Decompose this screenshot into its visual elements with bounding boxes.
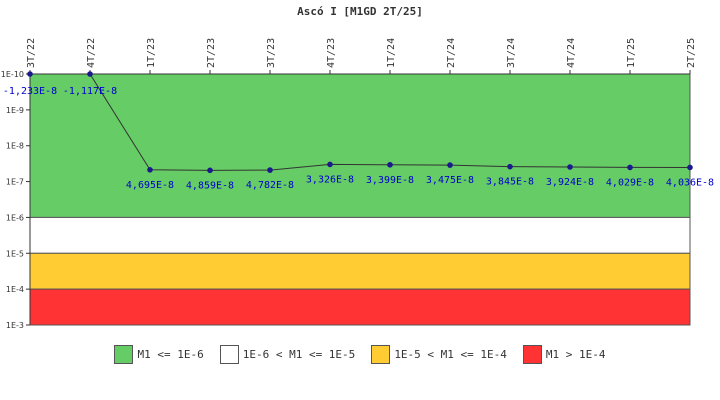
- data-point-7: [447, 162, 453, 168]
- data-label-3: 4,859E-8: [186, 180, 234, 191]
- legend-item-0: M1 <= 1E-6: [114, 345, 204, 364]
- y-tick-label-5: 1E-5: [6, 249, 24, 258]
- y-tick-label-6: 1E-4: [6, 285, 24, 294]
- legend-swatch-3: [522, 345, 542, 364]
- data-point-10: [627, 164, 633, 171]
- x-tick-label-0: 3T/22: [26, 38, 37, 68]
- data-point-4: [267, 167, 273, 173]
- x-tick-label-5: 4T/23: [326, 38, 337, 68]
- legend-swatch-1: [219, 345, 239, 364]
- legend-label-0: M1 <= 1E-6: [137, 348, 204, 361]
- data-label-5: 3,326E-8: [306, 174, 354, 185]
- data-labels: -1,233E-8 -1,117E-8 4,695E-8 4,859E-8 4,782E…: [3, 86, 714, 191]
- chart: Ascó I [M1GD 2T/25] 3T/22 4T/22 1T/23 2T/23…: [1, 5, 714, 330]
- legend-item-1: 1E-6 < M1 <= 1E-5: [219, 345, 356, 364]
- data-point-5: [327, 161, 333, 168]
- legend-label-1: 1E-6 < M1 <= 1E-5: [242, 348, 356, 361]
- x-tick-label-3: 2T/23: [206, 38, 217, 68]
- data-point-2: [147, 166, 153, 173]
- data-label-1: -1,117E-8: [63, 86, 117, 97]
- band-1: [29, 216, 691, 254]
- data-label-6: 3,399E-8: [366, 175, 414, 186]
- x-tick-label-7: 2T/24: [446, 38, 457, 68]
- y-tick-label-7: 1E-3: [6, 321, 24, 330]
- legend-label-2: 1E-5 < M1 <= 1E-4: [394, 348, 507, 361]
- legend-swatch-2: [371, 345, 391, 364]
- data-point-6: [387, 161, 393, 168]
- data-label-2: 4,695E-8: [126, 180, 174, 191]
- data-point-3: [207, 167, 213, 174]
- data-point-1: [87, 71, 93, 77]
- threshold-bands: [29, 73, 691, 326]
- data-label-9: 3,924E-8: [546, 177, 594, 188]
- x-tick-label-11: 2T/25: [686, 38, 697, 68]
- x-tick-label-4: 3T/23: [266, 38, 277, 68]
- x-tick-label-1: 4T/22: [86, 38, 97, 68]
- band-0: [29, 73, 691, 218]
- x-tick-label-2: 1T/23: [146, 38, 157, 68]
- data-label-4: 4,782E-8: [246, 180, 294, 191]
- chart-title: Ascó I [M1GD 2T/25]: [297, 5, 423, 18]
- y-tick-label-4: 1E-6: [6, 213, 24, 222]
- band-3: [29, 288, 691, 326]
- data-label-7: 3,475E-8: [426, 175, 474, 186]
- legend-swatch-0: [114, 345, 134, 364]
- data-point-11: [687, 164, 693, 171]
- y-tick-label-3: 1E-7: [6, 178, 24, 187]
- data-point-0: [27, 71, 33, 77]
- data-label-10: 4,029E-8: [606, 177, 654, 188]
- x-tick-label-8: 3T/24: [506, 38, 517, 68]
- series-polyline: [30, 73, 691, 171]
- x-tick-label-10: 1T/25: [626, 38, 637, 68]
- y-tick-label-0: 1E-10: [1, 70, 24, 79]
- legend-label-3: M1 > 1E-4: [545, 348, 606, 361]
- y-tick-label-2: 1E-8: [6, 142, 24, 151]
- series-line: [27, 71, 693, 174]
- x-tick-label-9: 4T/24: [566, 38, 577, 68]
- data-label-8: 3,845E-8: [486, 177, 534, 188]
- legend-item-3: M1 > 1E-4: [522, 345, 606, 364]
- y-tick-label-1: 1E-9: [6, 106, 24, 115]
- legend: M1 <= 1E-6 1E-6 < M1 <= 1E-5 1E-5 < M1 <= …: [0, 345, 720, 364]
- y-axis: 1E-10 1E-9 1E-8 1E-7 1E-6 1E-5 1E-4 1E-3: [1, 70, 31, 330]
- data-label-0: -1,233E-8: [3, 86, 57, 97]
- x-axis: 3T/22 4T/22 1T/23 2T/23 3T/23 4T/23 1T/24 2T/24…: [26, 38, 697, 75]
- data-point-8: [507, 163, 513, 170]
- data-label-11: 4,036E-8: [666, 177, 714, 188]
- data-point-9: [567, 164, 573, 170]
- legend-item-2: 1E-5 < M1 <= 1E-4: [371, 345, 507, 364]
- x-tick-label-6: 1T/24: [386, 38, 397, 68]
- band-2: [29, 252, 691, 290]
